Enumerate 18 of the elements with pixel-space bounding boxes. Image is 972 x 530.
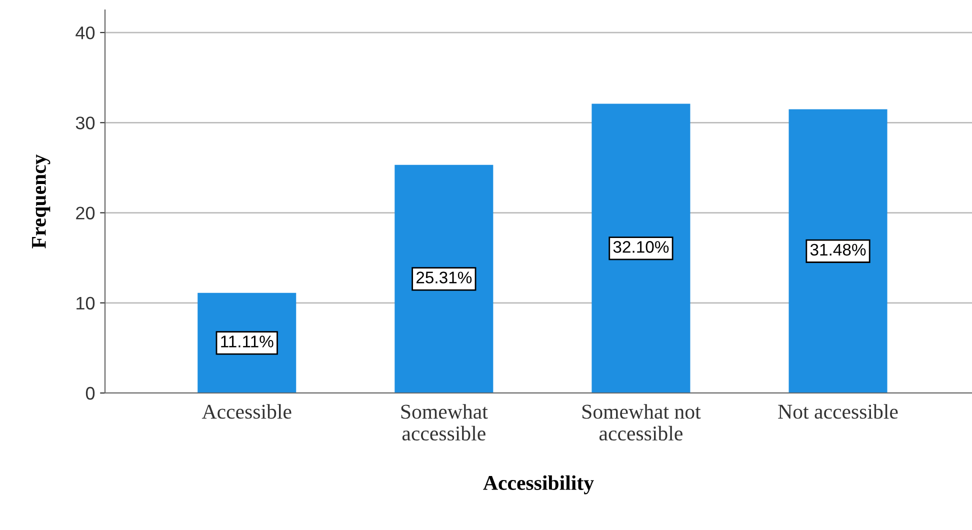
x-tick-label: Somewhat not accessible [582,404,701,441]
y-tick-label: 30 [76,116,95,130]
x-tick-label: Somewhat accessible [401,404,488,441]
x-tick-label: Accessible [202,404,292,419]
y-tick-label: 0 [86,386,95,400]
x-axis-title: Accessibility [483,475,594,494]
y-axis-title: Frequency [32,154,50,248]
data-label: 11.11% [221,336,274,348]
bar [592,104,690,393]
bar [394,164,494,393]
data-label: 31.48% [810,244,866,256]
y-tick-label: 40 [76,26,95,40]
data-label: 32.10% [613,241,669,253]
y-tick-label: 10 [76,296,95,310]
bar [788,109,888,393]
y-tick-label: 20 [76,206,95,220]
data-label: 25.31% [416,272,472,284]
x-tick-label: Not accessible [778,404,898,419]
